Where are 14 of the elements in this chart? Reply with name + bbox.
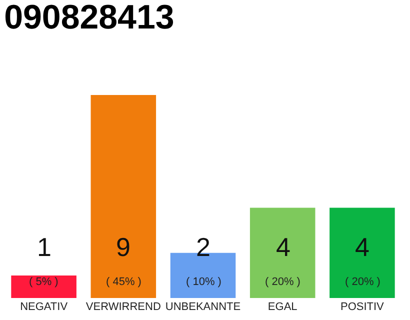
bar [330,208,395,298]
x-tick-label: VERWIRREND [86,301,161,313]
bar [90,95,156,298]
x-tick-label: NEGATIV [20,301,68,313]
bar [11,275,76,298]
x-tick-label: EGAL [268,301,298,313]
chart-title: 090828413 [4,0,174,37]
x-tick-label: POSITIV [340,301,385,313]
data-label: 9 ( 45% ) [106,232,142,288]
data-label: 4 ( 20% ) [265,232,300,288]
data-label: 4 ( 20% ) [345,232,380,288]
bar [250,208,316,298]
data-label: 1 ( 5% ) [29,232,58,288]
x-tick-label: UNBEKANNTE [165,301,241,313]
